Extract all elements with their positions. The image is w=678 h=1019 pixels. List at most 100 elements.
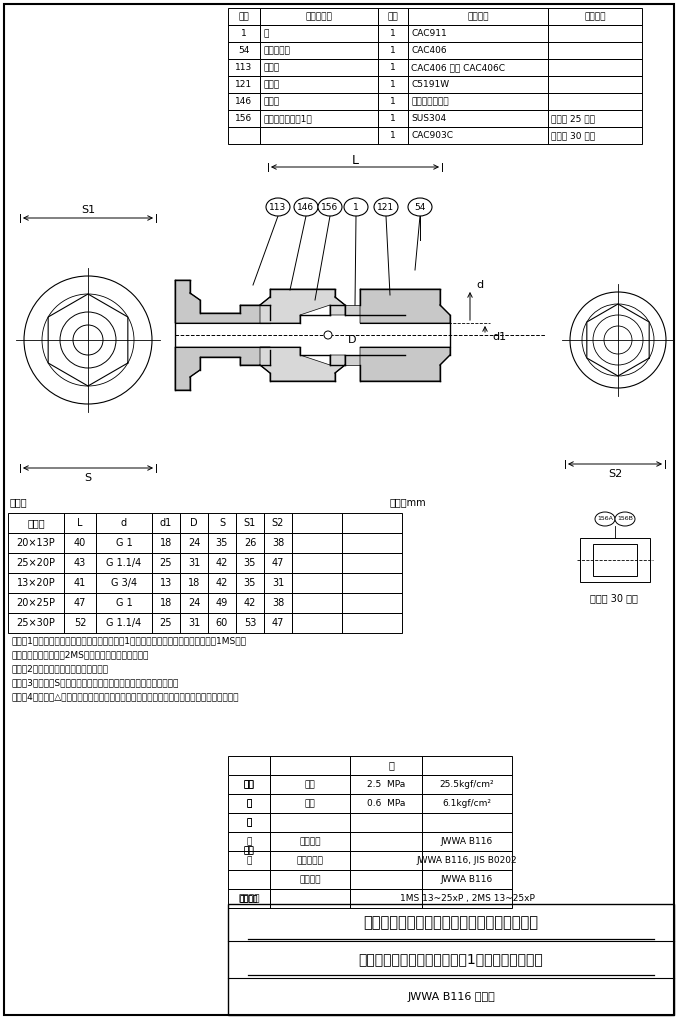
Bar	[228, 813, 270, 832]
Bar	[548, 8, 642, 25]
Bar	[378, 42, 408, 59]
Bar	[260, 8, 378, 25]
Bar	[260, 93, 378, 110]
Bar	[292, 533, 342, 553]
Bar	[350, 794, 422, 813]
Text: 6.1kgf/cm²: 6.1kgf/cm²	[443, 799, 492, 808]
Text: 1: 1	[390, 114, 396, 123]
Bar	[208, 613, 236, 633]
Ellipse shape	[374, 198, 398, 216]
Text: d1: d1	[492, 332, 506, 342]
Bar	[350, 889, 422, 908]
Bar	[228, 25, 260, 42]
Bar	[378, 25, 408, 42]
Text: 呼び径: 呼び径	[27, 518, 45, 528]
Bar	[208, 513, 236, 533]
Text: G 1: G 1	[116, 538, 132, 548]
Text: d: d	[121, 518, 127, 528]
Bar	[8, 533, 64, 553]
Text: 25.5kgf/cm²: 25.5kgf/cm²	[440, 780, 494, 789]
Text: 156: 156	[235, 114, 253, 123]
Bar	[228, 832, 270, 851]
Bar	[548, 76, 642, 93]
Text: 18: 18	[188, 578, 200, 588]
Text: G 1.1/4: G 1.1/4	[106, 558, 142, 568]
Text: 24: 24	[188, 598, 200, 608]
Text: C5191W: C5191W	[411, 81, 449, 89]
Text: 35: 35	[244, 558, 256, 568]
Text: 力: 力	[246, 818, 252, 827]
Text: 31: 31	[188, 558, 200, 568]
Text: SUS304: SUS304	[411, 114, 446, 123]
Text: 53: 53	[244, 618, 256, 628]
Bar	[96, 613, 152, 633]
Bar	[270, 756, 350, 775]
Bar	[342, 593, 402, 613]
Bar	[228, 813, 270, 832]
Bar	[270, 832, 350, 851]
Text: 橋査: 橋査	[243, 780, 254, 789]
Bar	[180, 593, 208, 613]
Text: 圧: 圧	[246, 799, 252, 808]
Text: 54: 54	[238, 46, 250, 55]
Text: 値: 値	[388, 760, 394, 770]
Text: S: S	[219, 518, 225, 528]
Bar	[260, 76, 378, 93]
Text: S1: S1	[244, 518, 256, 528]
Bar	[8, 553, 64, 573]
Text: 121: 121	[378, 203, 395, 212]
Bar	[96, 513, 152, 533]
Bar	[228, 870, 270, 889]
Bar	[228, 127, 260, 144]
Polygon shape	[345, 305, 360, 315]
Text: 規: 規	[246, 837, 252, 846]
Bar	[228, 851, 270, 870]
Bar	[260, 110, 378, 127]
Bar	[378, 127, 408, 144]
Bar	[228, 775, 270, 794]
Text: 力: 力	[246, 818, 252, 827]
Bar	[408, 42, 548, 59]
Bar	[342, 553, 402, 573]
Bar	[228, 889, 270, 908]
Text: JWWA B116: JWWA B116	[441, 837, 493, 846]
Bar	[593, 544, 637, 576]
Bar	[180, 533, 208, 553]
Ellipse shape	[344, 198, 368, 216]
Polygon shape	[345, 355, 360, 365]
Bar	[236, 573, 264, 593]
Bar	[228, 794, 270, 813]
Bar	[422, 889, 512, 908]
Text: 製品記号: 製品記号	[238, 894, 260, 903]
Bar	[96, 553, 152, 573]
Text: 25: 25	[160, 618, 172, 628]
Bar	[64, 513, 96, 533]
Bar	[264, 613, 292, 633]
Text: 49: 49	[216, 598, 228, 608]
Bar	[236, 533, 264, 553]
Bar	[264, 593, 292, 613]
Text: 水圧: 水圧	[304, 780, 315, 789]
Bar	[228, 42, 260, 59]
Text: 製品記号: 製品記号	[240, 894, 258, 903]
Bar	[208, 593, 236, 613]
Bar	[548, 93, 642, 110]
Text: （2）　呼び径を表わしています。: （2） 呼び径を表わしています。	[11, 664, 108, 673]
Text: 26: 26	[244, 538, 256, 548]
Ellipse shape	[595, 512, 615, 526]
Bar	[264, 533, 292, 553]
Text: 0.6  MPa: 0.6 MPa	[367, 799, 405, 808]
Text: 18: 18	[160, 598, 172, 608]
Bar	[350, 775, 422, 794]
Bar	[228, 756, 270, 775]
Text: 13×20P: 13×20P	[17, 578, 56, 588]
Text: 1: 1	[390, 29, 396, 38]
Polygon shape	[260, 347, 345, 381]
Bar	[548, 110, 642, 127]
Bar	[152, 593, 180, 613]
Text: JWWA B116: JWWA B116	[441, 875, 493, 884]
Text: 核: 核	[263, 29, 268, 38]
Bar	[260, 42, 378, 59]
Bar	[228, 870, 270, 889]
Bar	[292, 513, 342, 533]
